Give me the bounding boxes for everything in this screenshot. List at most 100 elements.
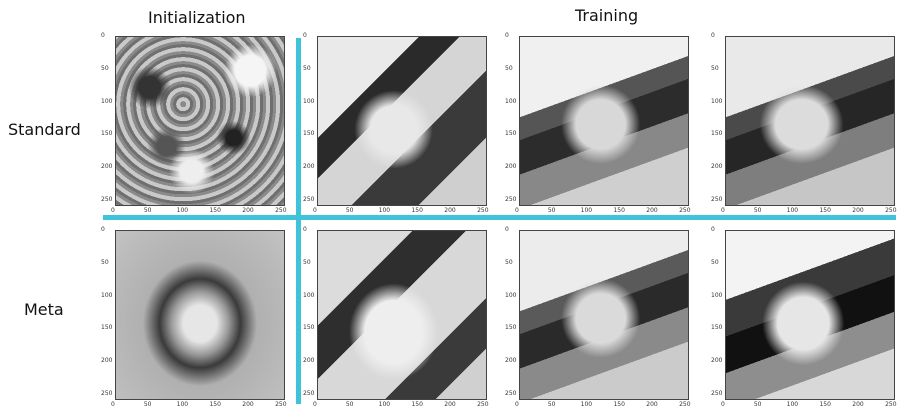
x-tick-label: 250 [275, 207, 287, 214]
y-tick-label: 0 [101, 32, 105, 39]
column-separator [296, 38, 301, 404]
y-tick-label: 50 [101, 258, 109, 266]
x-tick-label: 100 [378, 401, 391, 408]
y-tick-label: 0 [303, 226, 307, 233]
image-meta-training-1 [317, 230, 487, 400]
y-tick-label: 100 [303, 291, 315, 299]
y-tick-label: 200 [711, 163, 723, 171]
x-tick-label: 0 [313, 401, 317, 408]
x-tick-label: 50 [753, 207, 762, 214]
y-tick-label: 250 [303, 390, 315, 398]
x-tick-label: 150 [613, 401, 625, 408]
x-tick-label: 150 [819, 207, 831, 214]
x-tick-label: 50 [345, 207, 354, 214]
y-tick-label: 150 [101, 324, 113, 332]
y-tick-label: 200 [505, 163, 517, 171]
y-tick-label: 150 [101, 130, 113, 138]
x-tick-label: 150 [411, 401, 423, 408]
x-tick-label: 0 [721, 401, 725, 408]
x-tick-label: 100 [176, 207, 189, 214]
x-tick-label: 100 [378, 207, 391, 214]
x-tick-label: 50 [143, 401, 152, 408]
y-tick-label: 200 [711, 357, 723, 365]
x-tick-label: 200 [242, 207, 254, 214]
y-tick-label: 50 [303, 64, 311, 72]
image-standard-initialization [115, 36, 285, 206]
x-tick-label: 150 [613, 207, 625, 214]
y-tick-label: 0 [505, 226, 509, 233]
x-tick-label: 50 [547, 207, 556, 214]
x-tick-label: 100 [580, 207, 593, 214]
x-tick-label: 150 [209, 401, 221, 408]
row-separator [103, 215, 896, 220]
x-tick-label: 100 [786, 401, 799, 408]
y-tick-label: 0 [101, 226, 105, 233]
image-meta-training-3 [725, 230, 895, 400]
y-tick-label: 150 [505, 130, 517, 138]
image-meta-initialization [115, 230, 285, 400]
x-tick-label: 200 [646, 207, 658, 214]
y-tick-label: 100 [505, 97, 517, 105]
y-tick-label: 150 [505, 324, 517, 332]
row-label-standard: Standard [8, 120, 81, 139]
x-tick-label: 0 [313, 207, 317, 214]
image-standard-training-2 [519, 36, 689, 206]
y-tick-label: 0 [711, 32, 715, 39]
x-tick-label: 250 [885, 207, 897, 214]
y-tick-label: 200 [505, 357, 517, 365]
y-tick-label: 0 [505, 32, 509, 39]
x-tick-label: 50 [547, 401, 556, 408]
y-tick-label: 250 [505, 390, 517, 398]
x-tick-label: 50 [753, 401, 762, 408]
x-tick-label: 0 [721, 207, 725, 214]
y-tick-label: 50 [505, 258, 513, 266]
y-tick-label: 50 [711, 258, 719, 266]
y-tick-label: 50 [101, 64, 109, 72]
x-tick-label: 0 [515, 401, 519, 408]
y-tick-label: 200 [303, 163, 315, 171]
x-tick-label: 200 [444, 401, 456, 408]
y-tick-label: 150 [303, 324, 315, 332]
x-tick-label: 100 [786, 207, 799, 214]
x-tick-label: 100 [176, 401, 189, 408]
y-tick-label: 0 [303, 32, 307, 39]
y-tick-label: 50 [505, 64, 513, 72]
y-tick-label: 50 [711, 64, 719, 72]
y-tick-label: 250 [303, 196, 315, 204]
x-tick-label: 150 [819, 401, 831, 408]
training-header: Training [575, 6, 639, 25]
x-tick-label: 50 [345, 401, 354, 408]
y-tick-label: 200 [101, 163, 113, 171]
y-tick-label: 150 [711, 130, 723, 138]
x-tick-label: 0 [515, 207, 519, 214]
y-tick-label: 250 [101, 390, 113, 398]
image-meta-training-2 [519, 230, 689, 400]
y-tick-label: 100 [711, 291, 723, 299]
x-tick-label: 50 [143, 207, 152, 214]
x-tick-label: 250 [679, 207, 691, 214]
y-tick-label: 250 [505, 196, 517, 204]
y-tick-label: 100 [505, 291, 517, 299]
y-tick-label: 150 [711, 324, 723, 332]
image-standard-training-3 [725, 36, 895, 206]
x-tick-label: 150 [411, 207, 423, 214]
x-tick-label: 250 [275, 401, 287, 408]
y-tick-label: 250 [101, 196, 113, 204]
y-tick-label: 250 [711, 390, 723, 398]
x-tick-label: 200 [646, 401, 658, 408]
x-tick-label: 200 [852, 401, 864, 408]
initialization-header: Initialization [148, 8, 246, 27]
y-tick-label: 50 [303, 258, 311, 266]
x-tick-label: 100 [580, 401, 593, 408]
x-tick-label: 200 [852, 207, 864, 214]
x-tick-label: 200 [444, 207, 456, 214]
x-tick-label: 250 [477, 401, 489, 408]
x-tick-label: 0 [111, 207, 115, 214]
image-standard-training-1 [317, 36, 487, 206]
y-tick-label: 200 [101, 357, 113, 365]
y-tick-label: 100 [711, 97, 723, 105]
y-tick-label: 0 [711, 226, 715, 233]
x-tick-label: 0 [111, 401, 115, 408]
x-tick-label: 200 [242, 401, 254, 408]
x-tick-label: 250 [477, 207, 489, 214]
